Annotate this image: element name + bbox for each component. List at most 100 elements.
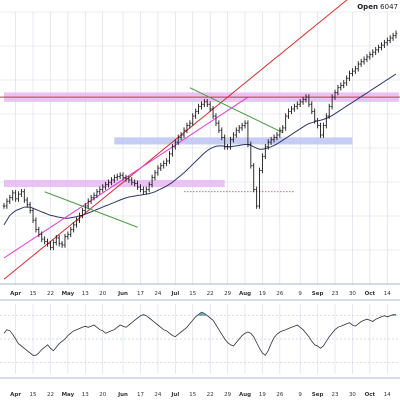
price-bar bbox=[104, 181, 107, 190]
rsi-x-tick-label: Oct bbox=[365, 392, 376, 398]
price-bar bbox=[368, 51, 372, 60]
price-bar bbox=[11, 190, 15, 201]
price-bar bbox=[356, 61, 360, 72]
price-bar bbox=[371, 49, 375, 58]
rsi-overbought-fill bbox=[140, 314, 147, 316]
price-bar bbox=[266, 139, 270, 150]
price-bar bbox=[345, 75, 348, 86]
price-bar bbox=[359, 58, 363, 67]
price-bar bbox=[272, 134, 276, 143]
price-bar bbox=[142, 186, 145, 195]
price-bar bbox=[234, 127, 238, 138]
price-bar bbox=[20, 188, 23, 197]
x-tick-label: 22 bbox=[207, 291, 214, 297]
price-bar bbox=[185, 122, 189, 134]
price-bar bbox=[261, 153, 264, 174]
price-bar bbox=[14, 190, 17, 202]
price-bar bbox=[176, 134, 180, 145]
price-bar bbox=[191, 113, 195, 127]
rsi-x-tick-label: 19 bbox=[259, 392, 266, 398]
price-bar bbox=[327, 103, 331, 119]
price-bar bbox=[133, 179, 136, 187]
price-bar bbox=[255, 186, 258, 209]
green-trendline bbox=[189, 87, 283, 134]
rsi-x-tick-label: Jul bbox=[170, 392, 179, 398]
ma-long-line bbox=[3, 0, 348, 280]
price-bar bbox=[81, 207, 84, 219]
x-tick-label: 29 bbox=[224, 291, 231, 297]
price-bar bbox=[49, 240, 52, 251]
price-bar bbox=[313, 108, 316, 124]
price-bar bbox=[336, 84, 340, 96]
rsi-x-tick-label: Jun bbox=[117, 392, 128, 398]
price-bar bbox=[86, 198, 90, 209]
axis-layer: Apr Apr 15 15 22 22 May May 13 13 20 20 Jun Jun 17 17 24… bbox=[10, 291, 391, 398]
price-bar bbox=[258, 167, 261, 209]
x-tick-label: Jun bbox=[117, 291, 128, 297]
price-bar bbox=[46, 238, 49, 247]
price-bar bbox=[95, 188, 99, 199]
price-bar bbox=[325, 113, 328, 129]
price-bar bbox=[391, 32, 395, 41]
price-bar bbox=[377, 44, 380, 53]
price-bar bbox=[264, 143, 267, 160]
x-tick-label: Oct bbox=[365, 291, 376, 297]
price-bar bbox=[2, 203, 6, 209]
x-tick-label: 9 bbox=[298, 291, 302, 297]
price-bar bbox=[72, 222, 75, 233]
price-bar bbox=[28, 201, 32, 214]
price-bar bbox=[188, 120, 192, 129]
price-bar bbox=[75, 217, 78, 228]
rsi-x-tick-label: 15 bbox=[30, 392, 37, 398]
price-bar bbox=[5, 198, 9, 209]
price-bar bbox=[339, 82, 343, 91]
price-bar bbox=[31, 207, 35, 223]
price-bar bbox=[304, 94, 308, 103]
price-bar bbox=[269, 136, 273, 145]
price-bar bbox=[121, 172, 125, 181]
price-bar bbox=[159, 162, 163, 171]
rsi-x-tick-label: 14 bbox=[384, 392, 391, 398]
x-tick-label: 30 bbox=[349, 291, 356, 297]
price-bar bbox=[380, 42, 383, 51]
price-bar bbox=[211, 106, 215, 119]
price-bar bbox=[139, 184, 142, 193]
price-bar bbox=[115, 173, 119, 181]
price-bar bbox=[388, 35, 392, 44]
price-bar bbox=[171, 143, 174, 157]
x-tick-label: 22 bbox=[47, 291, 54, 297]
price-bar bbox=[275, 132, 279, 141]
x-tick-label: Aug bbox=[239, 291, 251, 297]
price-bar bbox=[290, 106, 293, 115]
price-bar bbox=[310, 101, 314, 115]
price-bar bbox=[301, 96, 305, 105]
price-bar bbox=[342, 80, 346, 89]
rsi-x-tick-label: 23 bbox=[332, 392, 339, 398]
green-trendline bbox=[44, 191, 138, 228]
price-bar bbox=[246, 120, 250, 148]
price-bar bbox=[113, 174, 116, 183]
price-bar bbox=[287, 108, 290, 119]
ma-layer bbox=[3, 0, 397, 280]
price-bar bbox=[385, 37, 389, 46]
rsi-x-tick-label: 17 bbox=[137, 392, 144, 398]
price-bar bbox=[130, 177, 134, 186]
price-bar bbox=[220, 127, 224, 141]
price-bar bbox=[197, 103, 200, 115]
price-bar bbox=[136, 180, 139, 190]
x-tick-label: 15 bbox=[189, 291, 196, 297]
x-tick-label: 23 bbox=[332, 291, 339, 297]
rsi-x-tick-label: Sep bbox=[312, 392, 324, 398]
price-bar bbox=[8, 194, 12, 205]
price-bar bbox=[37, 226, 41, 238]
price-bar bbox=[147, 181, 151, 193]
price-bar bbox=[237, 125, 241, 134]
price-bar bbox=[84, 203, 87, 214]
price-bar bbox=[281, 125, 285, 134]
open-value-text: 6047 bbox=[380, 3, 398, 11]
price-bar bbox=[322, 122, 325, 138]
price-bar bbox=[60, 240, 64, 248]
x-tick-label: Jul bbox=[170, 291, 179, 297]
